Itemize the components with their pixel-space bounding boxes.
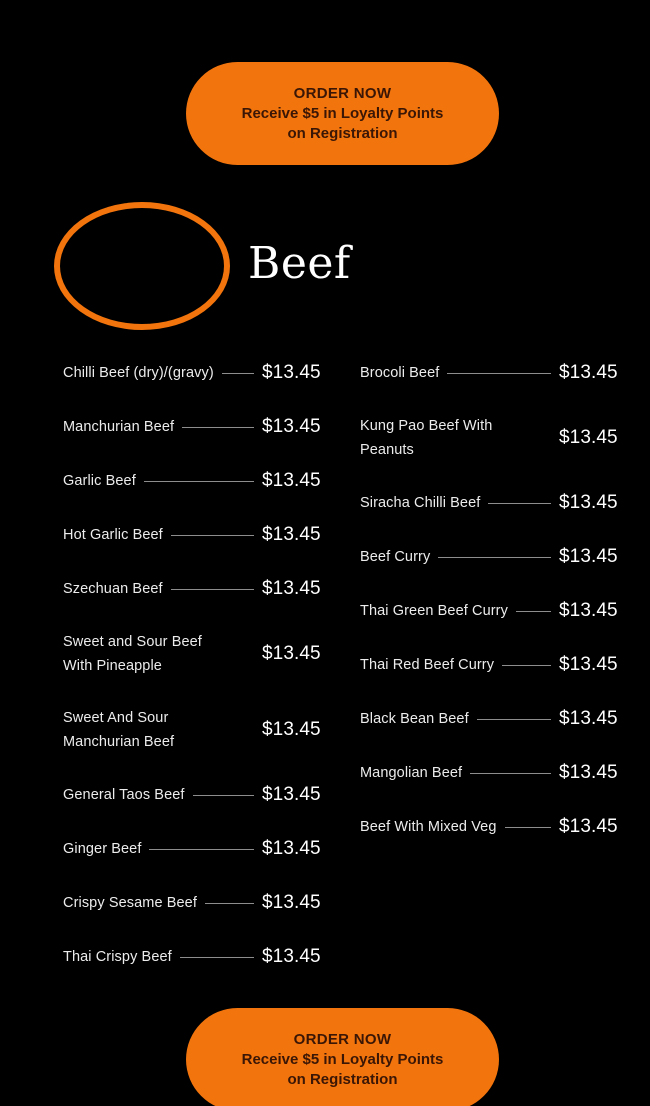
menu-item-name: Siracha Chilli Beef (360, 495, 481, 511)
menu-item-price: $13.45 (262, 643, 321, 664)
menu-item[interactable]: Garlic Beef $13.45 (63, 468, 328, 494)
order-now-button-bottom[interactable]: ORDER NOW Receive $5 in Loyalty Points o… (186, 1008, 499, 1106)
menu-item[interactable]: General Taos Beef $13.45 (63, 782, 328, 808)
menu-item-leader-line (233, 654, 254, 655)
menu-item-name: Beef With Mixed Veg (360, 819, 497, 835)
menu-item-name: Garlic Beef (63, 473, 136, 489)
menu-item-price: $13.45 (262, 719, 321, 740)
circle-outline-icon (54, 202, 230, 330)
menu-item-name: Manchurian Beef (63, 419, 175, 435)
menu-item-leader-line (233, 730, 254, 731)
order-button-line3: on Registration (287, 1070, 398, 1088)
menu-item-name: Mangolian Beef (360, 765, 463, 781)
menu-item[interactable]: Ginger Beef $13.45 (63, 836, 328, 862)
menu-item-leader-line (221, 372, 254, 374)
menu-item-price: $13.45 (262, 524, 321, 545)
menu-item-name: Hot Garlic Beef (63, 527, 163, 543)
order-now-button-top[interactable]: ORDER NOW Receive $5 in Loyalty Points o… (186, 62, 499, 165)
menu-item-name: Sweet and Sour Beef With Pineapple (63, 634, 202, 674)
menu-item-price: $13.45 (262, 946, 321, 967)
menu-item-leader-line (143, 480, 254, 482)
menu-item-leader-line (530, 438, 551, 439)
section-header: Beef (0, 200, 650, 332)
menu-item-leader-line (515, 610, 551, 612)
menu-item-leader-line (182, 426, 254, 428)
menu-item[interactable]: Crispy Sesame Beef $13.45 (63, 890, 328, 916)
order-button-line1: ORDER NOW (293, 1030, 392, 1048)
menu-item-leader-line (470, 772, 551, 774)
menu-item[interactable]: Manchurian Beef $13.45 (63, 414, 328, 440)
menu-item-leader-line (192, 794, 254, 796)
menu-item-leader-line (170, 534, 254, 536)
menu-item-price: $13.45 (559, 492, 618, 513)
menu-item-price: $13.45 (262, 416, 321, 437)
order-button-line2: Receive $5 in Loyalty Points (241, 1050, 444, 1068)
menu-item[interactable]: Chilli Beef (dry)/(gravy) $13.45 (63, 360, 328, 386)
menu-item-leader-line (502, 664, 551, 666)
menu-item[interactable]: Thai Crispy Beef $13.45 (63, 944, 328, 970)
menu-item-name: Thai Green Beef Curry (360, 603, 508, 619)
menu-item[interactable]: Sweet and Sour Beef With Pineapple $13.45 (63, 630, 328, 678)
menu-item-name: Crispy Sesame Beef (63, 895, 197, 911)
menu-item-price: $13.45 (559, 708, 618, 729)
menu-item-leader-line (488, 502, 551, 504)
menu-item[interactable]: Szechuan Beef $13.45 (63, 576, 328, 602)
clipped-menu-row: Peanuts $12.65 (0, 0, 650, 30)
menu-item[interactable]: Siracha Chilli Beef $13.45 (360, 490, 625, 516)
section-title: Beef (248, 238, 351, 289)
menu-item-leader-line (447, 372, 551, 374)
menu-column-right: Brocoli Beef $13.45 Kung Pao Beef With Pea… (360, 360, 625, 868)
menu-item-price: $13.45 (559, 762, 618, 783)
menu-item[interactable]: Hot Garlic Beef $13.45 (63, 522, 328, 548)
order-button-line2: Receive $5 in Loyalty Points (241, 104, 444, 122)
menu-item[interactable]: Thai Red Beef Curry $13.45 (360, 652, 625, 678)
menu-item-name: Beef Curry (360, 549, 431, 565)
menu-item-price: $13.45 (559, 362, 618, 383)
menu-item-name: General Taos Beef (63, 787, 185, 803)
menu-item-price: $13.45 (262, 784, 321, 805)
menu-item-price: $13.45 (559, 816, 618, 837)
menu-item[interactable]: Kung Pao Beef With Peanuts $13.45 (360, 414, 625, 462)
menu-item-name: Thai Crispy Beef (63, 949, 172, 965)
menu-item-price: $13.45 (262, 470, 321, 491)
menu-item-leader-line (504, 826, 551, 828)
menu-item-price: $13.45 (262, 892, 321, 913)
menu-item-name: Chilli Beef (dry)/(gravy) (63, 365, 214, 381)
menu-item-name: Szechuan Beef (63, 581, 163, 597)
menu-item-price: $13.45 (262, 578, 321, 599)
menu-item-leader-line (179, 956, 254, 958)
menu-item-price: $13.45 (262, 838, 321, 859)
menu-column-left: Chilli Beef (dry)/(gravy) $13.45 Manchuria… (63, 360, 328, 998)
menu-item[interactable]: Thai Green Beef Curry $13.45 (360, 598, 625, 624)
menu-item-price: $13.45 (559, 600, 618, 621)
menu-item[interactable]: Brocoli Beef $13.45 (360, 360, 625, 386)
menu-item-leader-line (170, 588, 254, 590)
menu-item[interactable]: Beef Curry $13.45 (360, 544, 625, 570)
menu-item-name: Kung Pao Beef With Peanuts (360, 418, 493, 458)
menu-item[interactable]: Black Bean Beef $13.45 (360, 706, 625, 732)
menu-item-name: Sweet And Sour Manchurian Beef (63, 710, 175, 750)
menu-item-name: Thai Red Beef Curry (360, 657, 495, 673)
menu-item[interactable]: Beef With Mixed Veg $13.45 (360, 814, 625, 840)
clipped-item-price: $12.65 (259, 0, 318, 6)
menu-item-leader-line (149, 848, 254, 850)
menu-item[interactable]: Sweet And Sour Manchurian Beef $13.45 (63, 706, 328, 754)
order-button-line1: ORDER NOW (293, 84, 392, 102)
menu-item-leader-line (438, 556, 551, 558)
order-button-line3: on Registration (287, 124, 398, 142)
menu-item-leader-line (204, 902, 254, 904)
menu-item-name: Ginger Beef (63, 841, 142, 857)
menu-item-price: $13.45 (559, 546, 618, 567)
menu-item-price: $13.45 (559, 654, 618, 675)
menu-item-leader-line (476, 718, 551, 720)
menu-item-name: Black Bean Beef (360, 711, 469, 727)
menu-item-name: Brocoli Beef (360, 365, 440, 381)
menu-item[interactable]: Mangolian Beef $13.45 (360, 760, 625, 786)
menu-item-price: $13.45 (559, 427, 618, 448)
menu-item-price: $13.45 (262, 362, 321, 383)
